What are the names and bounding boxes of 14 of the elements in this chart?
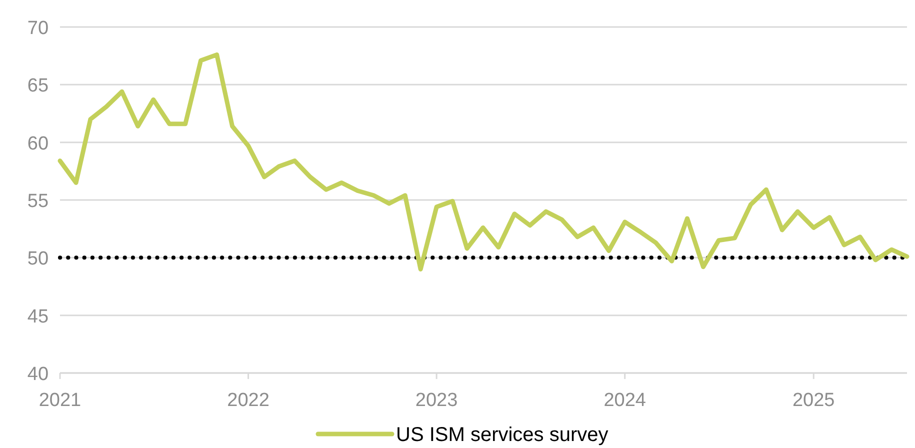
line-series xyxy=(58,52,910,272)
x-tick-label: 2025 xyxy=(792,390,835,411)
x-tick-label: 2023 xyxy=(415,390,458,411)
legend-label: US ISM services survey xyxy=(396,424,608,446)
y-tick-label: 50 xyxy=(27,248,49,270)
y-tick-label: 60 xyxy=(27,133,49,154)
y-tick-label: 65 xyxy=(27,76,49,97)
y-tick-label: 40 xyxy=(27,364,49,385)
x-tick-label: 2024 xyxy=(604,390,646,411)
y-tick-label: 55 xyxy=(27,191,49,212)
x-tick-label: 2021 xyxy=(38,390,82,411)
x-tick-label: 2022 xyxy=(227,390,270,411)
y-tick-label: 70 xyxy=(27,18,49,39)
y-tick-label: 45 xyxy=(27,306,49,328)
